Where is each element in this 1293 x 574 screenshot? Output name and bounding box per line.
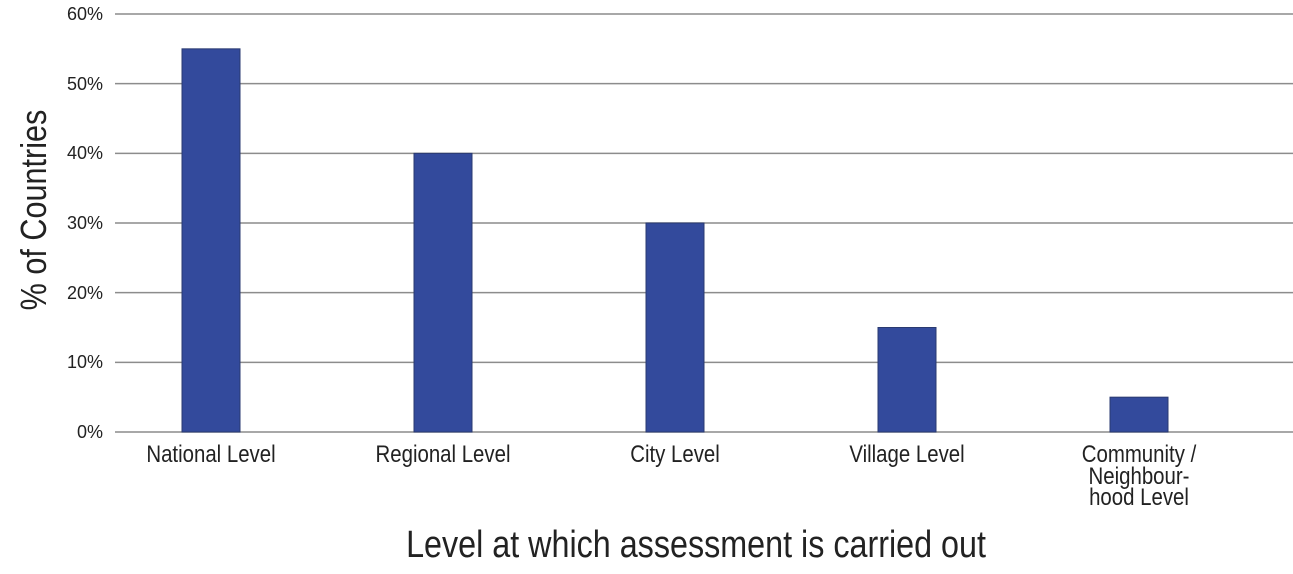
x-tick-label: National Level (146, 441, 276, 468)
bar (1109, 396, 1169, 433)
bar (181, 48, 241, 433)
bar (645, 222, 705, 433)
x-tick-label: Village Level (849, 441, 965, 468)
y-tick-label: 0% (76, 422, 103, 442)
y-tick-label: 60% (66, 4, 103, 24)
y-tick-label: 10% (66, 352, 103, 373)
bar (877, 327, 937, 433)
y-axis-title: % of Countries (12, 109, 54, 311)
bar (413, 152, 473, 433)
y-tick-label: 40% (66, 143, 103, 164)
x-tick-label: Community / Neighbour- hood Level (1081, 441, 1197, 512)
y-tick-label: 50% (66, 73, 103, 94)
x-axis-title: Level at which assessment is carried out (406, 524, 986, 566)
x-tick-label: Regional Level (375, 441, 511, 468)
y-tick-label: 20% (66, 282, 103, 303)
x-tick-label: City Level (630, 441, 720, 468)
y-tick-label: 30% (66, 213, 103, 233)
